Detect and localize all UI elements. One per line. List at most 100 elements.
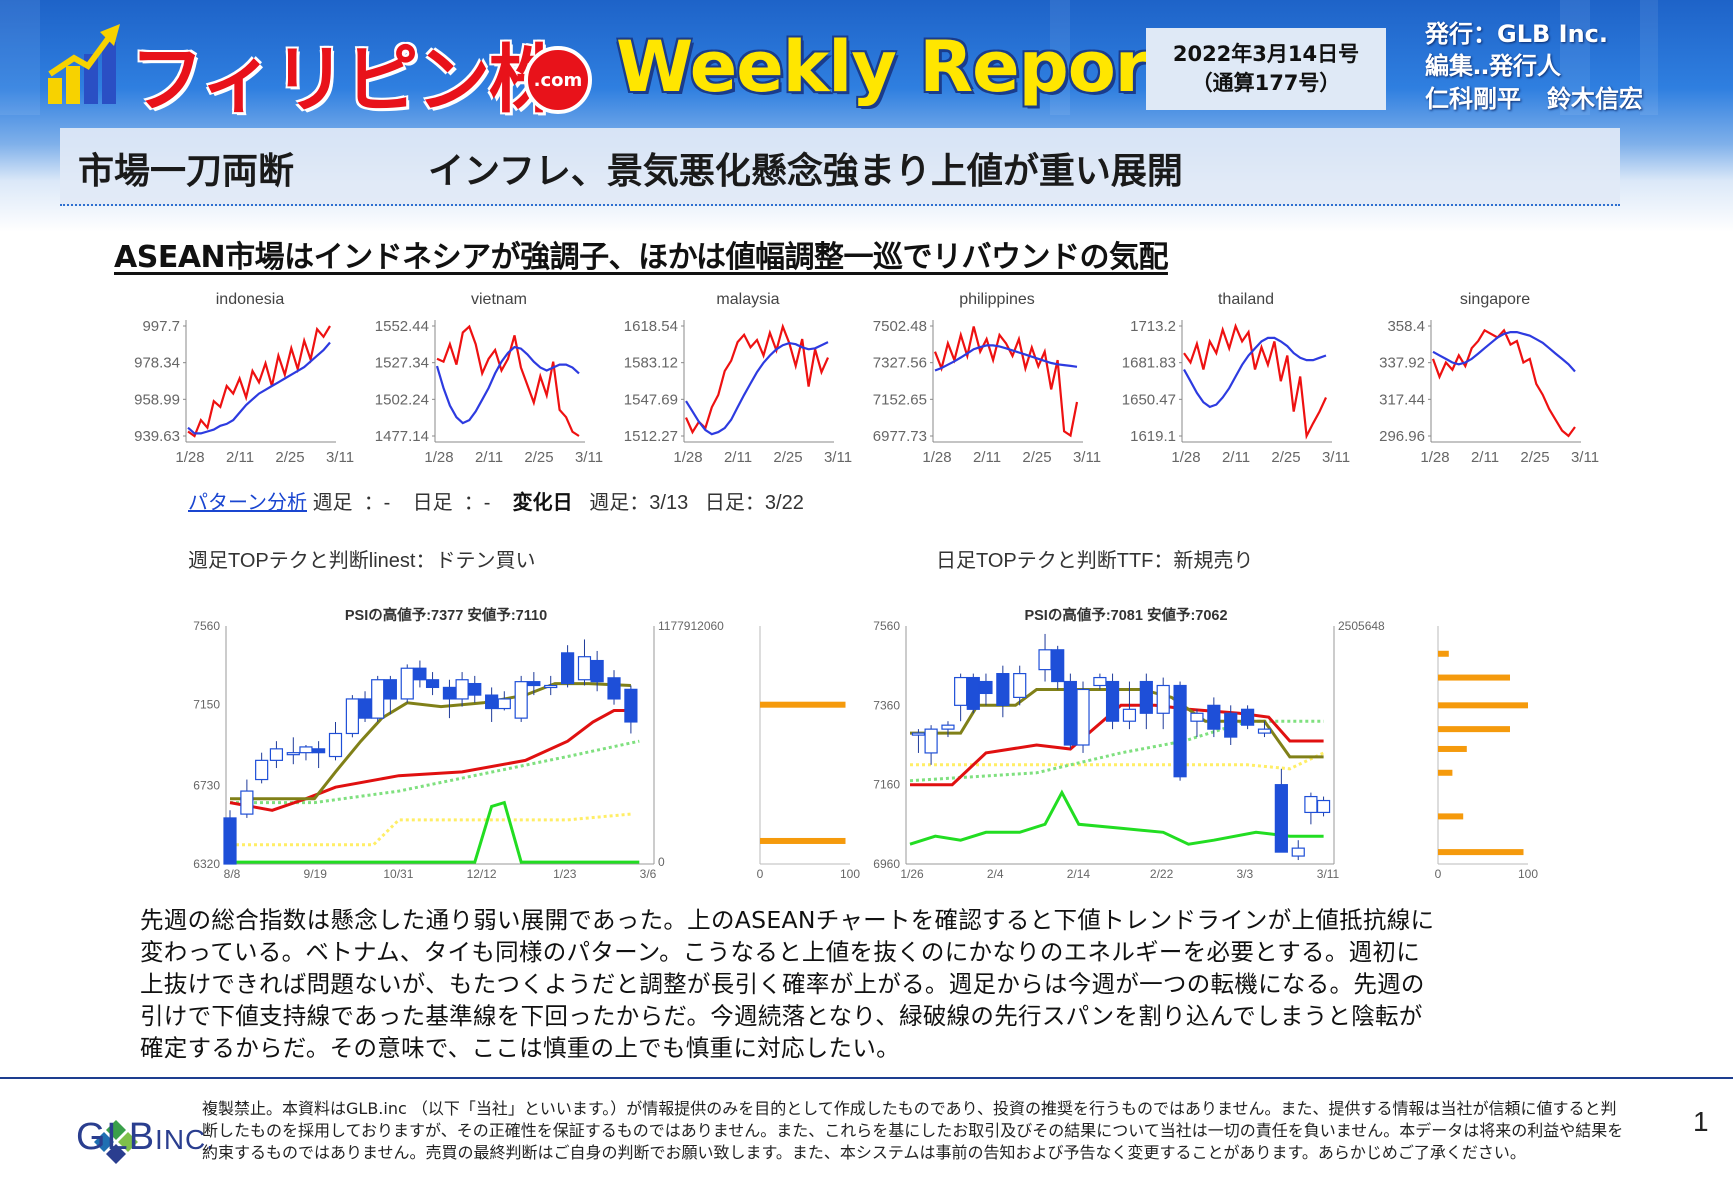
y-tick-label: 7152.65 bbox=[873, 391, 927, 408]
candle bbox=[1139, 680, 1153, 714]
change-daily: 日足：3/22 bbox=[704, 492, 804, 514]
x-tick-label: 3/11 bbox=[1073, 449, 1101, 466]
candle bbox=[624, 688, 638, 723]
tenkan-line bbox=[910, 703, 1324, 787]
pattern-analysis-link[interactable]: パターン分析 bbox=[188, 492, 307, 514]
market-chart-svg: indonesia 997.7 978.34 958.99 939.63 1/28 2/11… bbox=[134, 291, 354, 466]
right-axis-bottom-label: 0 bbox=[658, 855, 665, 869]
x-tick-label: 1/28 bbox=[1420, 449, 1449, 466]
x-tick-label: 3/6 bbox=[640, 867, 657, 881]
right-axis-top-label: 1177912060 bbox=[658, 619, 724, 633]
volume-bar bbox=[1438, 769, 1453, 776]
side-tick-label: 100 bbox=[1518, 867, 1538, 881]
candle bbox=[485, 694, 499, 710]
issue-info: 2022年3月14日号 （通算177号） bbox=[1146, 28, 1386, 110]
y-tick-label: 1527.34 bbox=[375, 355, 429, 372]
side-tick-label: 0 bbox=[757, 867, 764, 881]
candle bbox=[328, 732, 343, 758]
footer-divider bbox=[0, 1077, 1733, 1079]
market-chart-malaysia: malaysia 1618.54 1583.12 1547.69 1512.27 1/28… bbox=[608, 286, 856, 466]
weekly-technical-chart: PSIの高値予:7377 安値予:7110 7560 7150 6730 6320 8/8… bbox=[193, 606, 860, 881]
y-tick-label: 958.99 bbox=[134, 391, 180, 408]
daily-label: 日足 bbox=[412, 492, 453, 514]
x-tick-label: 3/11 bbox=[326, 449, 354, 466]
dot-com-badge: .com bbox=[524, 46, 592, 114]
daily-value: ：- bbox=[463, 492, 491, 514]
editor-line: 編集‥発行人 bbox=[1425, 52, 1562, 81]
y-tick-label: 1619.1 bbox=[1130, 428, 1176, 445]
candle bbox=[442, 686, 457, 700]
market-chart-thailand: thailand 1713.2 1681.83 1650.47 1619.1 1/28 2/… bbox=[1106, 286, 1354, 466]
y-tick-label: 1713.2 bbox=[1130, 318, 1176, 335]
candle bbox=[1093, 676, 1107, 687]
x-tick-label: 2/11 bbox=[475, 449, 503, 466]
volume-bar bbox=[1438, 702, 1528, 709]
y-tick-label: 337.92 bbox=[1379, 355, 1425, 372]
asean-market-charts: indonesia 997.7 978.34 958.99 939.63 1/28 2/11… bbox=[110, 286, 1610, 466]
y-tick-label: 1512.27 bbox=[624, 428, 678, 445]
editor-name: 仁科剛平 bbox=[1425, 84, 1521, 113]
y-tick-label: 7560 bbox=[873, 619, 900, 633]
x-tick-label: 1/26 bbox=[900, 867, 924, 881]
x-tick-label: 3/11 bbox=[824, 449, 852, 466]
x-tick-label: 2/25 bbox=[524, 449, 553, 466]
candle bbox=[223, 817, 237, 865]
x-tick-label: 2/25 bbox=[275, 449, 304, 466]
commentary-line: 上抜けできれば問題ないが、もたつくようだと調整が長引く確率が上がる。週足からは今… bbox=[140, 970, 1425, 998]
candle bbox=[455, 679, 469, 700]
candle bbox=[514, 681, 528, 719]
psy-line bbox=[909, 789, 1324, 846]
volume-bar bbox=[760, 701, 846, 708]
y-tick-label: 7150 bbox=[193, 698, 220, 712]
price-line bbox=[187, 325, 331, 438]
candle bbox=[299, 746, 313, 754]
x-tick-label: 2/25 bbox=[1520, 449, 1549, 466]
candle bbox=[1051, 649, 1065, 683]
publisher-info: 発行：GLB Inc. 編集‥発行人 仁科剛平 鈴木信宏 bbox=[1425, 18, 1725, 115]
x-tick-label: 1/28 bbox=[1171, 449, 1200, 466]
y-tick-label: 1583.12 bbox=[624, 355, 678, 372]
candle bbox=[1190, 712, 1204, 722]
x-tick-label: 2/25 bbox=[1271, 449, 1300, 466]
commentary-line: 先週の総合指数は懸念した通り弱い展開であった。上のASEANチャートを確認すると… bbox=[140, 906, 1435, 934]
chart-title: vietnam bbox=[471, 291, 527, 308]
volume-bar bbox=[1438, 650, 1449, 657]
x-tick-label: 3/11 bbox=[1322, 449, 1350, 466]
change-weekly: 週足：3/13 bbox=[589, 492, 689, 514]
glb-company-name: GLBINC. bbox=[76, 1116, 215, 1159]
market-chart-indonesia: indonesia 997.7 978.34 958.99 939.63 1/28 2/11… bbox=[110, 286, 358, 466]
x-tick-label: 3/11 bbox=[575, 449, 603, 466]
publisher-line: 発行：GLB Inc. bbox=[1425, 20, 1608, 48]
editor-name: 鈴木信宏 bbox=[1547, 84, 1643, 113]
y-tick-label: 1547.69 bbox=[624, 391, 678, 408]
average-line bbox=[934, 344, 1078, 372]
weekly-value: ：- bbox=[363, 492, 391, 514]
x-tick-label: 2/11 bbox=[973, 449, 1001, 466]
candle bbox=[941, 724, 955, 730]
chart-title: thailand bbox=[1218, 291, 1274, 308]
commentary-line: 変わっている。ベトナム、タイも同様のパターン。こうなると上値を抜くのにかなりのエ… bbox=[140, 938, 1421, 966]
headline-title: インフレ、景気悪化懸念強まり上値が重い展開 bbox=[428, 151, 1183, 192]
candle bbox=[924, 728, 938, 754]
glb-suffix: INC. bbox=[155, 1124, 216, 1155]
market-commentary: 先週の総合指数は懸念した通り弱い展開であった。上のASEANチャートを確認すると… bbox=[140, 904, 1600, 1064]
candle bbox=[1241, 708, 1255, 726]
side-tick-label: 0 bbox=[1435, 867, 1442, 881]
issue-date: 2022年3月14日号 bbox=[1172, 41, 1360, 66]
headline-band: 市場一刀両断 インフレ、景気悪化懸念強まり上値が重い展開 bbox=[60, 128, 1620, 206]
x-tick-label: 8/8 bbox=[224, 867, 241, 881]
candle bbox=[1156, 684, 1170, 714]
market-chart-svg: vietnam 1552.44 1527.34 1502.24 1477.14 1/28 2… bbox=[375, 291, 603, 466]
x-tick-label: 3/11 bbox=[1571, 449, 1599, 466]
x-tick-label: 2/11 bbox=[1222, 449, 1250, 466]
price-line bbox=[1431, 328, 1576, 438]
candle bbox=[1122, 708, 1137, 722]
candle bbox=[561, 652, 575, 685]
psy-line bbox=[230, 800, 640, 864]
y-tick-label: 7327.56 bbox=[873, 355, 927, 372]
daily-judgement: 日足TOPテクと判断TTF：新規売り bbox=[936, 550, 1254, 572]
market-chart-singapore: singapore 358.4 337.92 317.44 296.96 1/28 2/11… bbox=[1355, 286, 1603, 466]
y-tick-label: 1477.14 bbox=[375, 428, 429, 445]
y-tick-label: 978.34 bbox=[134, 355, 180, 372]
y-tick-label: 296.96 bbox=[1379, 428, 1425, 445]
